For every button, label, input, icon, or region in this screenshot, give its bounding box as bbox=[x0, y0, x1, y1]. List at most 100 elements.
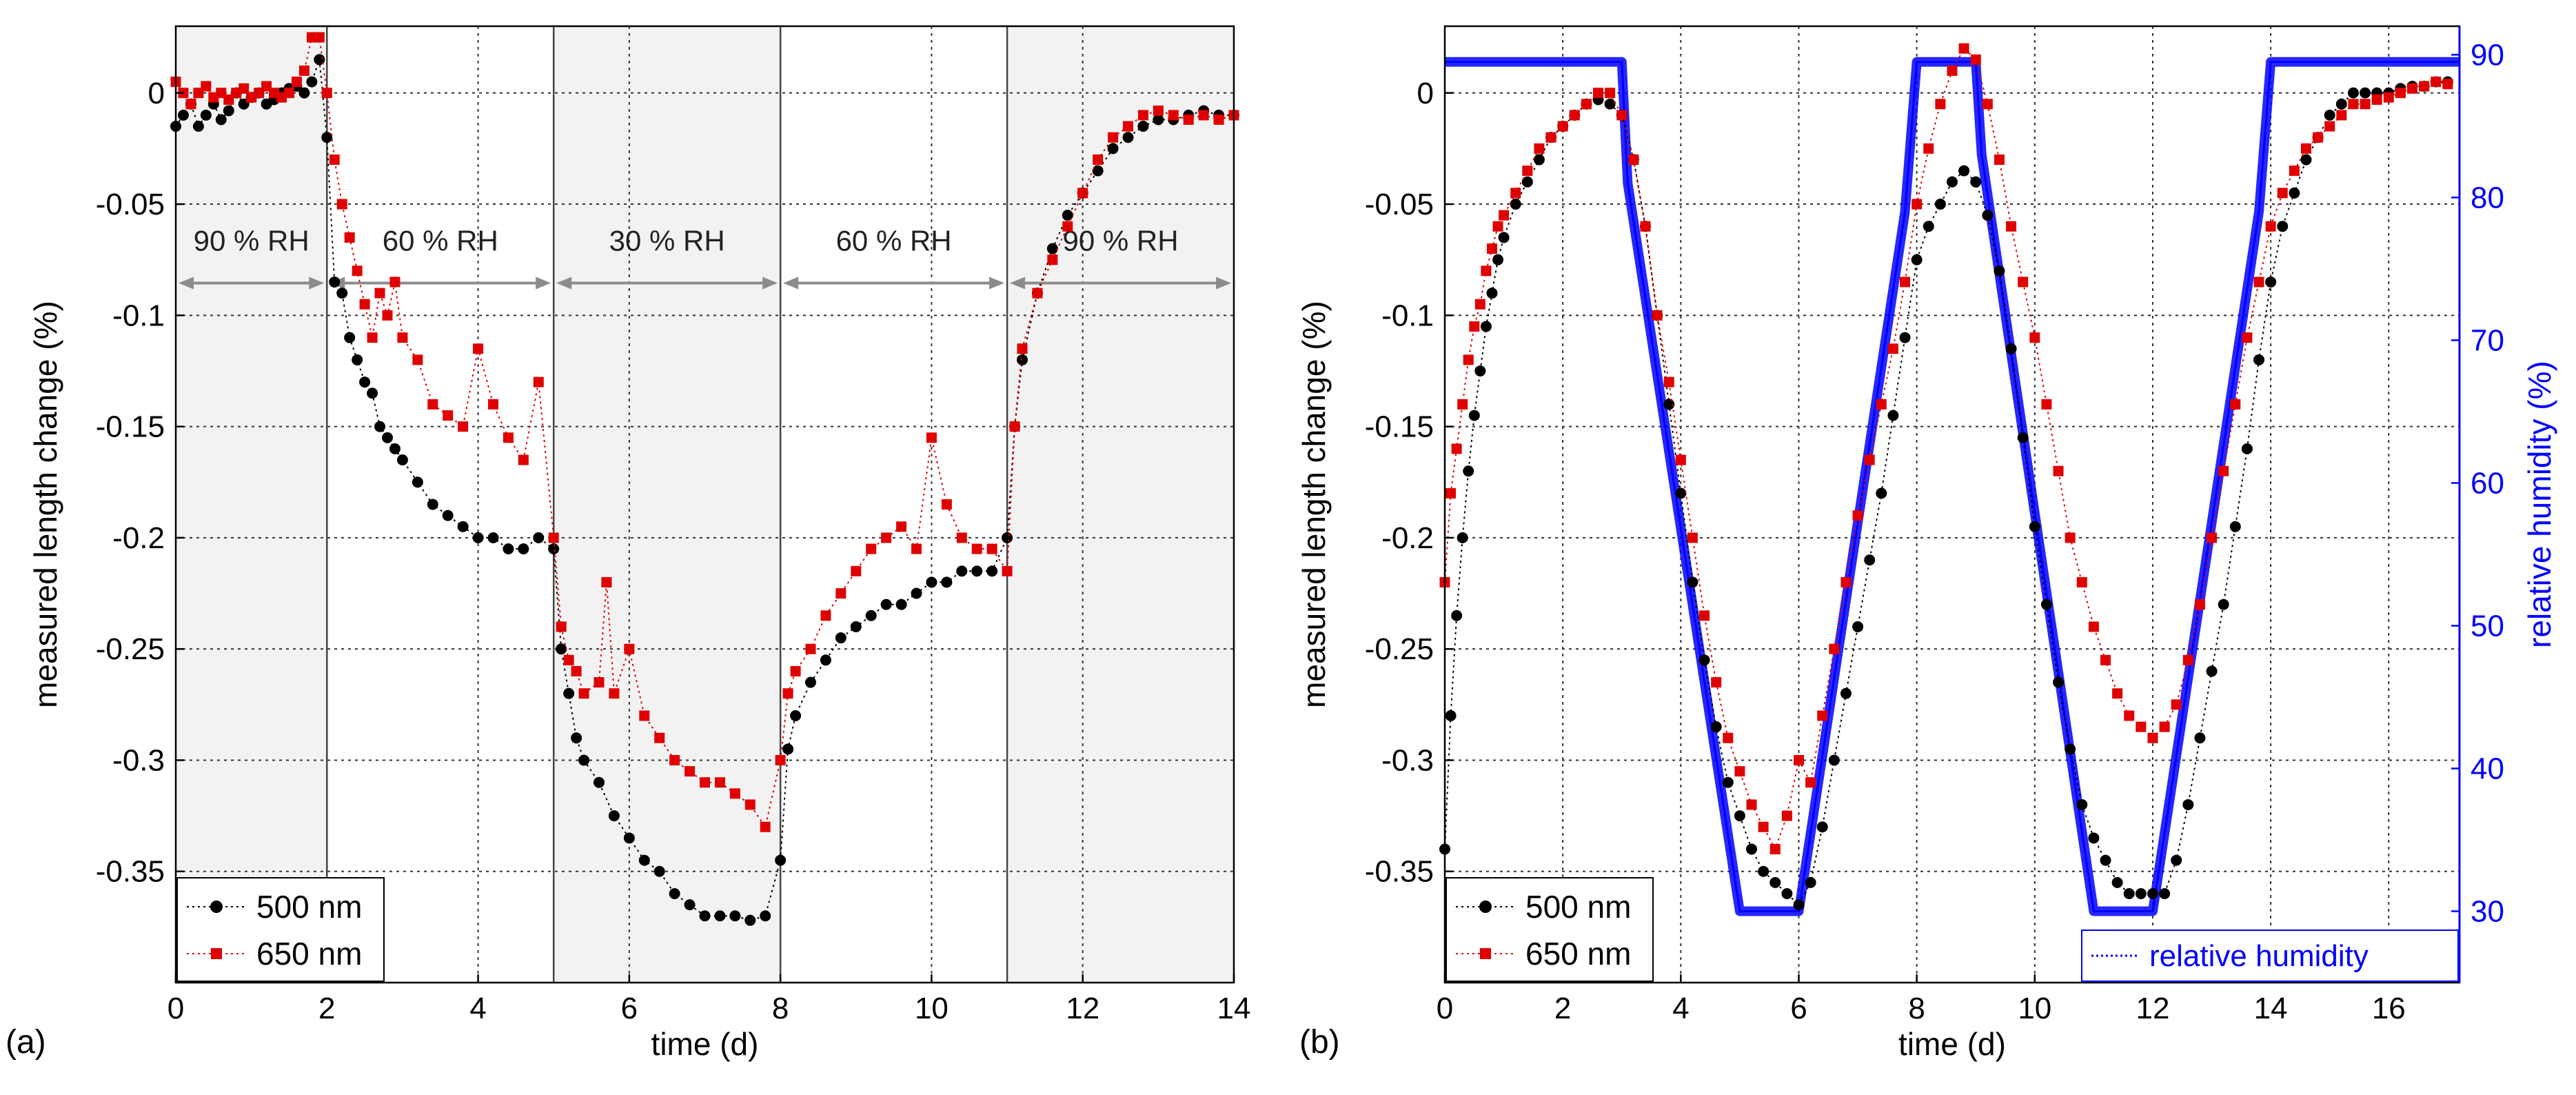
series-650nm-point bbox=[1451, 443, 1462, 454]
y-tick-label: -0.15 bbox=[96, 410, 165, 444]
series-500nm-point bbox=[1468, 410, 1480, 421]
series-500nm-point bbox=[805, 676, 816, 688]
series-500nm-point bbox=[926, 576, 937, 588]
series-650nm-point bbox=[1923, 143, 1934, 154]
legend-box bbox=[2081, 930, 2459, 982]
series-500nm-point bbox=[2241, 443, 2253, 454]
series-500nm-point bbox=[1864, 554, 1876, 566]
series-500nm-point bbox=[594, 776, 605, 788]
series-500nm-point bbox=[367, 388, 378, 399]
humidity-band bbox=[1445, 57, 2460, 916]
phase-arrows: 90 % RH 60 % RH 30 % RH 60 % RH 90 % RH bbox=[179, 224, 1231, 290]
series-500nm-point bbox=[608, 810, 620, 822]
series-500nm-point bbox=[729, 910, 741, 922]
series-500nm-point bbox=[1604, 98, 1616, 110]
phase-arrow-head-right bbox=[309, 277, 325, 290]
phase-arrow-head-right bbox=[989, 277, 1005, 290]
series-650nm-point bbox=[760, 821, 771, 832]
series-500nm-point bbox=[548, 543, 560, 555]
series-650nm-point bbox=[2207, 532, 2218, 543]
series-650nm-point bbox=[1947, 66, 1958, 77]
series-650nm-point bbox=[971, 543, 982, 554]
series-650nm-point bbox=[2313, 132, 2324, 143]
series-650nm-point bbox=[1213, 114, 1224, 125]
series-500nm-point bbox=[1017, 354, 1028, 365]
series-650nm-point bbox=[1864, 454, 1875, 465]
series-650nm-point bbox=[1687, 532, 1698, 543]
series-650nm-point bbox=[1032, 288, 1043, 299]
x-tick-label: 14 bbox=[1217, 992, 1251, 1025]
series-650nm-point bbox=[2442, 79, 2453, 90]
axes: 0 2 4 6 8 10 12 14 16 0 -0.05 -0.1 -0.15 -0.2 -0.25 -0.… bbox=[1365, 25, 2504, 1025]
y2-tick-label: 80 bbox=[2471, 181, 2504, 214]
panel-b: 0 2 4 6 8 10 12 14 16 0 -0.05 -0.1 -0.15 -0.2 -0.25 -0.… bbox=[1296, 25, 2557, 1062]
phase-arrow-head-right bbox=[762, 277, 778, 290]
series-500nm-point bbox=[352, 354, 363, 365]
legend-box bbox=[176, 877, 385, 982]
series-650nm-point bbox=[548, 532, 559, 543]
plot-frame bbox=[1443, 25, 2461, 984]
series-650nm-point bbox=[518, 454, 529, 465]
series-500nm-point bbox=[1781, 887, 1793, 899]
shaded-interval bbox=[1007, 26, 1234, 983]
series-500nm-point bbox=[714, 910, 726, 922]
series-500nm-point bbox=[556, 643, 567, 655]
series-500nm-point bbox=[699, 910, 711, 922]
panel-label: (a) bbox=[6, 1024, 46, 1061]
y-axis-label: measured length change (%) bbox=[1296, 301, 1332, 708]
series-650nm-point bbox=[1982, 99, 1993, 110]
y-tick-label: -0.3 bbox=[112, 743, 165, 777]
series-650nm-point bbox=[1569, 110, 1580, 121]
y2-tick-label: 90 bbox=[2471, 38, 2504, 72]
series-650nm-point bbox=[1137, 110, 1148, 121]
series-500nm-point bbox=[359, 376, 371, 388]
series-500nm-point bbox=[2100, 854, 2111, 866]
series-650nm-point bbox=[669, 754, 680, 765]
series-650nm-point bbox=[1077, 188, 1088, 199]
series-650nm-point bbox=[344, 232, 355, 243]
series-500nm-point bbox=[2289, 187, 2300, 199]
series-650nm-point bbox=[1852, 510, 1863, 521]
series-500nm-point bbox=[1899, 332, 1911, 343]
series-500nm-point bbox=[533, 532, 545, 543]
series-650nm-point bbox=[2136, 721, 2147, 732]
series-650nm-point bbox=[2431, 77, 2442, 88]
series-500nm-point bbox=[2017, 432, 2029, 443]
x-tick-label: 6 bbox=[1790, 992, 1807, 1025]
series-500nm-point bbox=[571, 732, 582, 744]
series-500nm-point bbox=[2347, 87, 2359, 99]
legend: 500 nm 650 nm bbox=[176, 877, 385, 982]
legend-marker bbox=[210, 901, 223, 913]
series-500nm-point bbox=[1510, 199, 1521, 210]
series-500nm-point bbox=[850, 621, 862, 632]
series-650nm-point bbox=[782, 688, 793, 699]
y-tick-label: -0.3 bbox=[1381, 743, 1434, 777]
series-650nm-point bbox=[1486, 243, 1497, 254]
series-650nm-point bbox=[389, 277, 400, 288]
series-500nm-point bbox=[2171, 854, 2182, 866]
series-650nm-point bbox=[1002, 565, 1013, 576]
y2-tick-label: 70 bbox=[2471, 323, 2504, 357]
series-650nm-point bbox=[578, 688, 589, 699]
series-500nm-point bbox=[1793, 899, 1805, 911]
series-500nm-point bbox=[1923, 221, 1934, 232]
series-650nm-point bbox=[2407, 83, 2418, 94]
y-tick-label: -0.2 bbox=[112, 521, 165, 555]
series-650nm-point bbox=[941, 499, 952, 510]
series-500nm-point bbox=[1092, 165, 1104, 177]
series-650nm-point bbox=[239, 83, 250, 94]
series-650nm-point bbox=[1663, 376, 1674, 388]
series-500nm-point bbox=[396, 454, 408, 465]
series-650nm-point bbox=[2065, 532, 2076, 543]
grid bbox=[1445, 26, 2460, 983]
series-650nm-point bbox=[473, 343, 484, 354]
series-650nm-point bbox=[1628, 154, 1639, 165]
y2-tick-label: 30 bbox=[2471, 894, 2504, 928]
y-tick-label: -0.35 bbox=[96, 855, 165, 889]
x-tick-label: 10 bbox=[2018, 992, 2051, 1025]
series-650nm-point bbox=[1463, 354, 1474, 365]
x-tick-label: 4 bbox=[469, 992, 486, 1025]
series-500nm-point bbox=[2206, 665, 2218, 677]
phase-arrow-head-left bbox=[556, 277, 572, 290]
series-650nm-point bbox=[1817, 710, 1828, 721]
